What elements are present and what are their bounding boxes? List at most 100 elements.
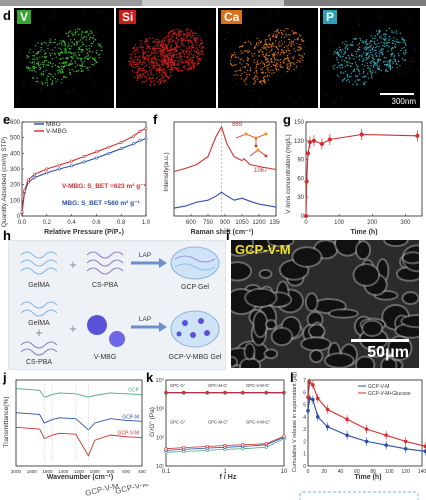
eds-dot (265, 43, 268, 46)
eds-dot (81, 44, 84, 46)
eds-dot (263, 63, 266, 66)
x-tick-label: 60 (354, 469, 360, 475)
eds-dot (391, 53, 393, 55)
eds-dot (283, 46, 286, 49)
eds-noise-dot (55, 8, 57, 10)
eds-dot (64, 42, 66, 45)
eds-noise-dot (122, 97, 124, 99)
eds-dot (163, 69, 166, 72)
series-point (26, 178, 30, 182)
eds-noise-dot (49, 15, 51, 17)
eds-dot (186, 33, 189, 35)
eds-dot (139, 61, 142, 63)
eds-dot (347, 44, 349, 46)
eds-dot (252, 78, 254, 80)
series-point (305, 151, 311, 156)
eds-dot (195, 38, 198, 41)
eds-dot (156, 44, 159, 46)
eds-dot (185, 37, 188, 39)
eds-dot (165, 60, 167, 62)
eds-dot (46, 75, 49, 77)
eds-dot (280, 40, 283, 42)
eds-dot (63, 64, 66, 66)
eds-dot (182, 38, 184, 41)
eds-noise-dot (218, 102, 219, 104)
eds-dot (141, 56, 144, 59)
eds-noise-dot (277, 9, 279, 11)
eds-dot (337, 54, 340, 57)
eds-dot (361, 55, 363, 58)
eds-dot (137, 67, 140, 69)
eds-dot (344, 65, 347, 68)
eds-dot (195, 51, 198, 54)
eds-dot (272, 42, 275, 44)
eds-dot (287, 33, 290, 36)
eds-noise-dot (323, 59, 325, 61)
eds-dot (142, 52, 144, 54)
eds-dot (152, 77, 154, 79)
eds-dot (361, 63, 364, 66)
eds-dot (271, 48, 273, 51)
molecule-structure-icon-2 (249, 148, 268, 158)
eds-dot (272, 33, 275, 35)
eds-dot (374, 53, 377, 56)
series-point (32, 176, 36, 180)
eds-dot (144, 59, 146, 61)
eds-dot (185, 29, 187, 31)
eds-dot (370, 72, 372, 74)
pore (330, 310, 357, 317)
eds-noise-dot (385, 67, 387, 69)
eds-dot (75, 40, 78, 43)
series-point (70, 159, 74, 163)
eds-dot (57, 72, 59, 74)
eds-dot (277, 49, 280, 51)
eds-dots-si (116, 12, 211, 107)
eds-dot (265, 71, 267, 74)
eds-dot (60, 65, 63, 67)
eds-dot (40, 42, 43, 45)
eds-dot (397, 53, 400, 55)
eds-dot (298, 34, 301, 36)
eds-dot (298, 49, 300, 52)
eds-dot (189, 58, 192, 61)
panel-e-xlabel: Relative Pressure (P/P₀) (44, 229, 124, 236)
eds-dot (162, 52, 164, 54)
eds-dot (40, 72, 43, 75)
eds-dot (370, 46, 372, 48)
eds-noise-dot (147, 49, 149, 51)
series-point (205, 390, 209, 394)
eds-dot (240, 45, 242, 48)
eds-dot (144, 41, 146, 43)
eds-dot (153, 56, 156, 59)
eds-dot (270, 50, 272, 52)
eds-dot (81, 31, 83, 34)
eds-dot (283, 59, 286, 61)
eds-dot (267, 79, 269, 81)
eds-dot (373, 58, 375, 61)
eds-dot (233, 51, 236, 54)
eds-noise-dot (236, 78, 238, 80)
eds-dot (299, 54, 301, 57)
eds-map-si: Si (116, 8, 216, 108)
eds-dot (280, 51, 282, 54)
eds-dot (383, 56, 386, 59)
eds-noise-dot (378, 13, 380, 15)
eds-dot (274, 51, 277, 53)
eds-dot (254, 80, 256, 82)
eds-dot (159, 51, 161, 53)
eds-dot (86, 48, 89, 51)
eds-dot (151, 64, 153, 67)
eds-dot (344, 51, 347, 54)
eds-dot (164, 74, 166, 76)
panel-e-annotation-mbg: MBG: S_BET =560 m² g⁻¹ (62, 200, 140, 207)
eds-dot (25, 66, 28, 68)
eds-dot (186, 57, 189, 59)
eds-dot (172, 59, 174, 61)
eds-dot (264, 47, 266, 50)
eds-dot (163, 41, 165, 43)
eds-dot (187, 68, 190, 70)
eds-dot (153, 66, 155, 68)
eds-noise-dot (28, 65, 30, 67)
eds-dot (161, 40, 163, 42)
eds-dot (378, 68, 381, 71)
